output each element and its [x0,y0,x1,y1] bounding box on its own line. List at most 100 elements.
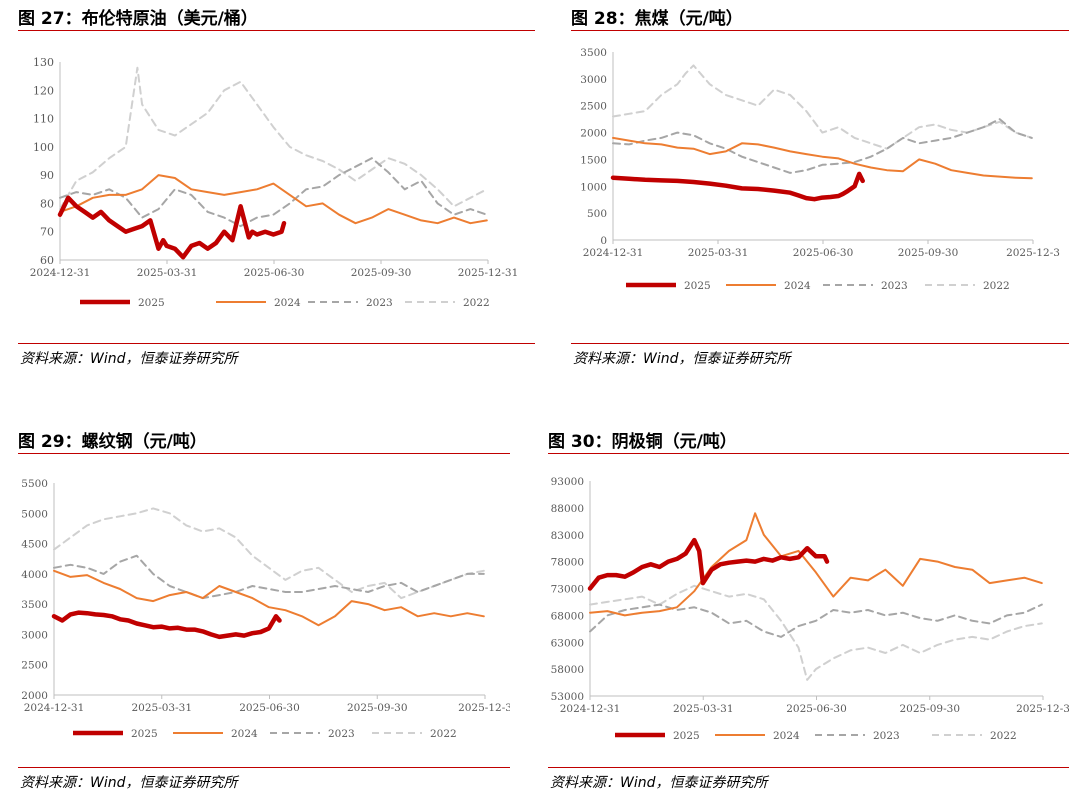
y-tick-label: 130 [33,56,54,69]
legend-label: 2024 [784,280,811,292]
x-tick-label: 2025-09-30 [347,702,408,714]
y-tick-label: 110 [33,113,54,126]
chart-panel-coking-coal: 图 28：焦煤（元/吨） 0 500 1000 1500 2000 2500 3000 350… [571,0,1069,380]
y-tick-label: 58000 [551,664,584,676]
legend-label: 2025 [684,280,711,292]
source-rule [18,767,510,768]
x-tick-label: 2025-09-30 [899,703,960,715]
legend-label: 2022 [990,730,1017,742]
chart-svg: 60 70 80 90 100 110 120 130 2024-12-31 2025-03-31… [30,56,519,309]
series-line-2025 [610,171,865,202]
x-tick-label: 2025-06-30 [244,267,305,279]
source-rule [18,343,535,344]
x-tick-label: 2024-12-31 [24,702,85,714]
legend-label: 2025 [138,297,165,309]
chart-svg: 0 500 1000 1500 2000 2500 3000 3500 2024-12-31 20… [580,47,1060,292]
y-tick-label: 63000 [551,637,584,649]
series-line-2025 [57,195,287,260]
title-rule [571,30,1069,31]
y-tick-label: 70 [40,226,54,239]
series-line-2022 [59,66,488,211]
legend-label: 2025 [131,728,158,740]
source-note: 资料来源：Wind，恒泰证券研究所 [20,351,238,367]
y-tick-label: 500 [587,208,607,220]
x-tick-label: 2025-03-31 [673,703,734,715]
chart-svg: 53000 58000 63000 68000 73000 78000 83000 88000… [551,476,1069,742]
source-rule [548,767,1069,768]
y-tick-label: 88000 [551,503,584,515]
series-line-2024 [53,569,485,627]
chart-svg: 2000 2500 3000 3500 4000 4500 5000 5500 2024-12-… [21,478,510,740]
source-note: 资料来源：Wind，恒泰证券研究所 [573,351,791,367]
y-tick-label: 120 [33,84,54,97]
y-tick-label: 83000 [551,530,584,542]
x-tick-label: 2025-09-30 [351,267,412,279]
x-tick-label: 2025-12-3 [1006,247,1060,259]
chart-panel-rebar: 图 29：螺纹钢（元/吨） 2000 2500 3000 3500 4000 4500 50… [18,423,510,798]
x-tick-label: 2024-12-31 [583,247,644,259]
legend-label: 2022 [463,297,490,309]
x-tick-label: 2025-12-31 [458,267,519,279]
legend-label: 2023 [328,728,355,740]
source-note: 资料来源：Wind，恒泰证券研究所 [20,775,238,791]
legend-label: 2024 [231,728,258,740]
x-tick-label: 2025-12-3 [1016,703,1069,715]
chart-title: 图 28：焦煤（元/吨） [571,9,743,29]
chart-title: 图 29：螺纹钢（元/吨） [18,432,207,452]
series-line-2024 [59,174,488,225]
y-tick-label: 1500 [580,154,607,166]
series-line-2023 [589,603,1043,638]
y-tick-label: 60 [40,254,54,267]
legend-label: 2025 [673,730,700,742]
x-tick-label: 2024-12-31 [30,267,91,279]
series-line-2024 [612,136,1033,180]
series-line-2023 [59,157,488,228]
chart-title: 图 27：布伦特原油（美元/桶） [18,9,258,29]
y-tick-label: 5500 [21,478,48,490]
y-tick-label: 2000 [580,128,607,140]
y-tick-label: 4500 [21,539,48,551]
y-tick-label: 80 [40,197,54,210]
y-tick-label: 0 [600,235,607,247]
series-line-2024 [589,512,1043,617]
series-line-2022 [53,507,485,600]
y-tick-label: 100 [33,141,54,154]
series-line-2022 [589,584,1043,681]
y-tick-label: 73000 [551,584,584,596]
chart-panel-copper: 图 30：阴极铜（元/吨） 53000 58000 63000 68000 73000 7… [548,423,1069,798]
y-tick-label: 68000 [551,610,584,622]
y-tick-label: 4000 [21,569,48,581]
y-tick-label: 1000 [580,181,607,193]
series-line-2023 [53,554,485,600]
y-tick-label: 5000 [21,508,48,520]
x-tick-label: 2025-03-31 [131,702,192,714]
legend-label: 2022 [430,728,457,740]
legend-label: 2023 [881,280,908,292]
legend-label: 2023 [873,730,900,742]
x-tick-label: 2024-12-31 [560,703,621,715]
series-line-2022 [612,64,1033,150]
y-tick-label: 3500 [580,47,607,59]
series-line-2025 [51,610,282,640]
series-line-2023 [612,118,1033,174]
x-tick-label: 2025-06-30 [786,703,847,715]
source-note: 资料来源：Wind，恒泰证券研究所 [550,775,768,791]
chart-panel-brent: 图 27：布伦特原油（美元/桶） 60 70 80 90 100 110 120 130 202… [18,0,535,380]
y-tick-label: 3500 [21,599,48,611]
x-tick-label: 2025-06-30 [793,247,854,259]
y-tick-label: 2500 [21,660,48,672]
legend-label: 2023 [366,297,393,309]
series-line-2025 [587,537,830,591]
chart-title: 图 30：阴极铜（元/吨） [548,432,737,452]
y-tick-label: 2000 [21,690,48,702]
x-tick-label: 2025-09-30 [898,247,959,259]
x-tick-label: 2025-12-3 [458,702,510,714]
y-tick-label: 93000 [551,476,584,488]
source-rule [571,343,1069,344]
legend-label: 2024 [274,297,301,309]
legend-label: 2024 [773,730,800,742]
title-rule [548,453,1069,454]
legend-label: 2022 [983,280,1010,292]
x-tick-label: 2025-03-31 [137,267,198,279]
y-tick-label: 78000 [551,557,584,569]
